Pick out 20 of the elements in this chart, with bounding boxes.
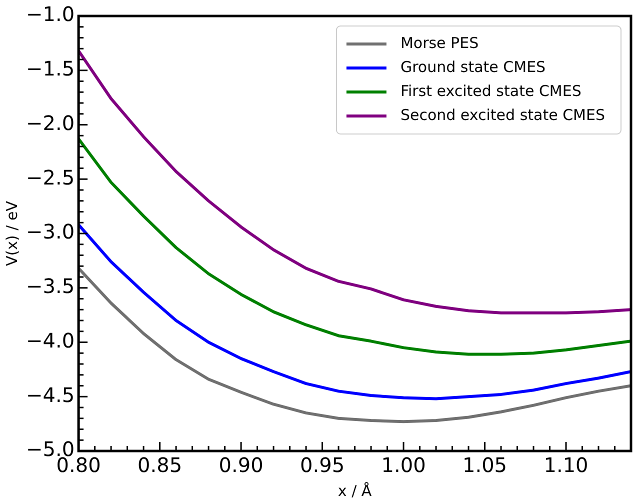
y-axis-title: V(x) / eV [2,200,21,266]
y-tick-label: −2.0 [26,110,75,135]
x-tick-label: 1.00 [381,453,426,478]
y-tick-label: −3.0 [26,220,75,244]
y-tick-label: −2.5 [26,165,75,190]
x-tick-label: 1.10 [544,453,588,478]
x-axis-title: x / Å [338,482,372,500]
y-tick-label: −4.5 [26,382,75,407]
y-tick-label: −1.0 [26,2,75,26]
y-tick-label: −3.5 [26,274,75,298]
y-tick-label: −4.0 [26,328,75,352]
legend-label: First excited state CMES [400,82,582,100]
legend-label: Morse PES [400,34,479,52]
legend-label: Ground state CMES [400,58,546,76]
x-tick-label: 0.85 [138,453,182,478]
x-tick-label: 1.05 [462,453,508,478]
x-tick-label: 0.95 [300,453,345,478]
y-tick-label: −1.5 [26,56,75,81]
legend-label: Second excited state CMES [400,106,606,124]
x-tick-label: 0.90 [218,453,264,478]
